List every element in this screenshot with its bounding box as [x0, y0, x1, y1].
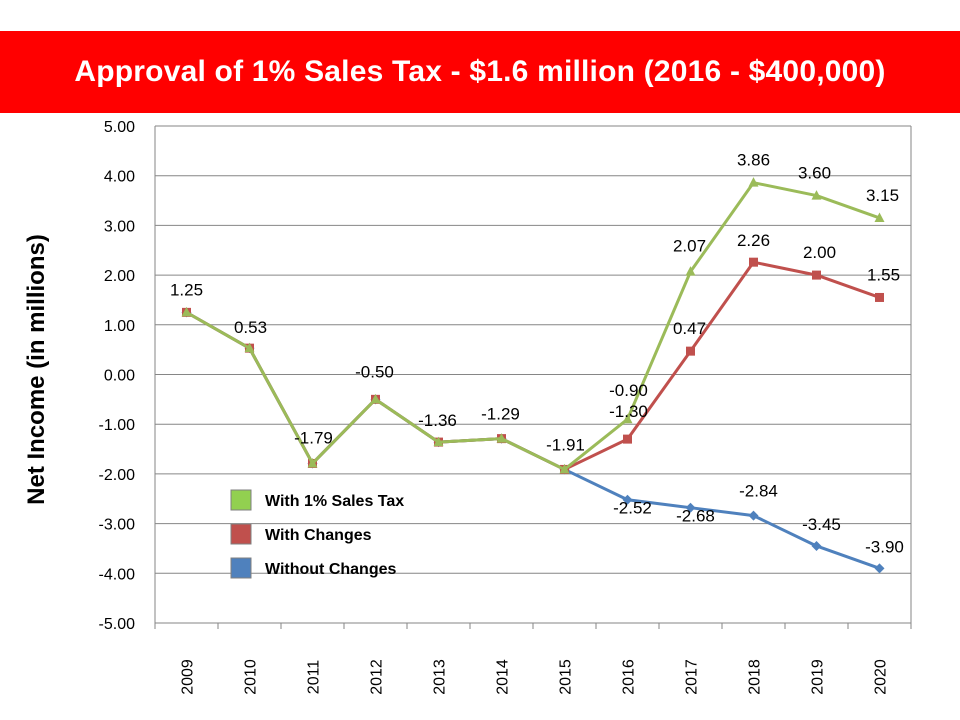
legend-swatch — [230, 557, 252, 579]
data-label-with-changes: 2.00 — [803, 243, 836, 262]
data-point-without-changes — [685, 502, 696, 513]
x-tick-label: 2020 — [873, 659, 890, 695]
x-tick-label: 2012 — [369, 659, 386, 695]
data-label-with-changes: -1.30 — [609, 402, 648, 421]
y-tick-label: 4.00 — [104, 169, 135, 186]
data-point-with-changes — [749, 257, 758, 267]
data-point-with-1-sales-tax — [559, 463, 570, 474]
data-label-with-1-sales-tax: 2.07 — [673, 237, 706, 256]
data-point-with-1-sales-tax — [874, 212, 885, 222]
data-label-with-changes: -1.36 — [418, 411, 457, 430]
legend-swatch — [230, 523, 252, 545]
data-point-with-1-sales-tax — [748, 177, 759, 187]
data-point-with-1-sales-tax — [370, 393, 381, 404]
x-tick-label: 2010 — [243, 659, 260, 695]
data-label-with-changes: 0.47 — [673, 319, 706, 338]
data-label-without-changes: -2.84 — [739, 482, 778, 501]
data-point-with-changes — [875, 292, 884, 302]
data-label-with-changes: -1.79 — [294, 428, 333, 447]
legend-label: With 1% Sales Tax — [265, 493, 404, 510]
y-tick-label: 2.00 — [104, 268, 135, 285]
data-point-without-changes — [811, 540, 822, 551]
data-label-with-changes: 1.55 — [867, 265, 900, 284]
y-tick-label: 5.00 — [104, 119, 135, 136]
x-tick-label: 2017 — [684, 659, 701, 695]
data-point-with-1-sales-tax — [685, 266, 696, 276]
y-tick-label: -1.00 — [99, 417, 136, 434]
x-tick-label: 2011 — [306, 660, 323, 695]
data-label-with-1-sales-tax: 3.60 — [798, 164, 831, 183]
data-point-with-1-sales-tax — [496, 433, 507, 443]
x-tick-label: 2016 — [621, 659, 638, 695]
data-point-without-changes — [748, 510, 759, 521]
title-banner: Approval of 1% Sales Tax - $1.6 million … — [0, 31, 960, 113]
legend-label: Without Changes — [265, 561, 397, 578]
x-tick-label: 2018 — [747, 659, 764, 695]
y-tick-label: -5.00 — [99, 616, 136, 633]
series-line-with-changes — [185, 260, 881, 471]
x-tick-label: 2009 — [180, 659, 197, 695]
data-label-with-1-sales-tax: -0.90 — [609, 381, 648, 400]
x-tick-label: 2019 — [810, 659, 827, 695]
data-point-without-changes — [874, 563, 885, 574]
data-label-without-changes: -2.52 — [613, 499, 652, 518]
legend-swatch — [230, 489, 252, 511]
data-point-with-1-sales-tax — [622, 413, 633, 424]
y-tick-label: 1.00 — [104, 318, 135, 335]
data-label-with-changes: 1.25 — [170, 280, 203, 299]
data-label-with-1-sales-tax: 3.15 — [866, 186, 899, 205]
data-label-with-changes: -0.50 — [355, 362, 394, 381]
data-point-with-changes — [623, 434, 632, 444]
data-label-with-changes: -1.91 — [546, 435, 585, 454]
y-axis-title: Net Income (in millions) — [23, 234, 50, 505]
data-point-with-changes — [686, 346, 695, 356]
data-label-without-changes: -2.68 — [676, 507, 715, 526]
data-point-without-changes — [622, 494, 633, 505]
data-point-with-1-sales-tax — [307, 457, 318, 468]
data-label-with-1-sales-tax: 3.86 — [737, 151, 770, 170]
y-tick-label: -4.00 — [99, 566, 136, 583]
data-point-with-1-sales-tax — [433, 436, 444, 447]
x-tick-label: 2015 — [558, 659, 575, 695]
y-tick-label: 0.00 — [104, 368, 135, 385]
y-tick-label: -2.00 — [99, 467, 136, 484]
x-tick-label: 2013 — [432, 659, 449, 695]
data-point-with-1-sales-tax — [244, 342, 255, 353]
legend-label: With Changes — [265, 527, 372, 544]
series-line-with-1-sales-tax — [185, 181, 881, 471]
data-label-without-changes: -3.90 — [865, 537, 904, 556]
data-point-with-1-sales-tax — [181, 306, 192, 317]
data-label-with-changes: 2.26 — [737, 231, 770, 250]
data-point-with-changes — [812, 270, 821, 280]
x-tick-label: 2014 — [495, 659, 512, 695]
data-point-with-1-sales-tax — [811, 190, 822, 200]
data-label-with-changes: 0.53 — [234, 318, 267, 337]
data-label-with-changes: -1.29 — [481, 405, 520, 424]
y-tick-label: -3.00 — [99, 517, 136, 534]
data-label-without-changes: -3.45 — [802, 515, 841, 534]
chart-title: Approval of 1% Sales Tax - $1.6 million … — [74, 55, 886, 88]
y-tick-label: 3.00 — [104, 218, 135, 235]
